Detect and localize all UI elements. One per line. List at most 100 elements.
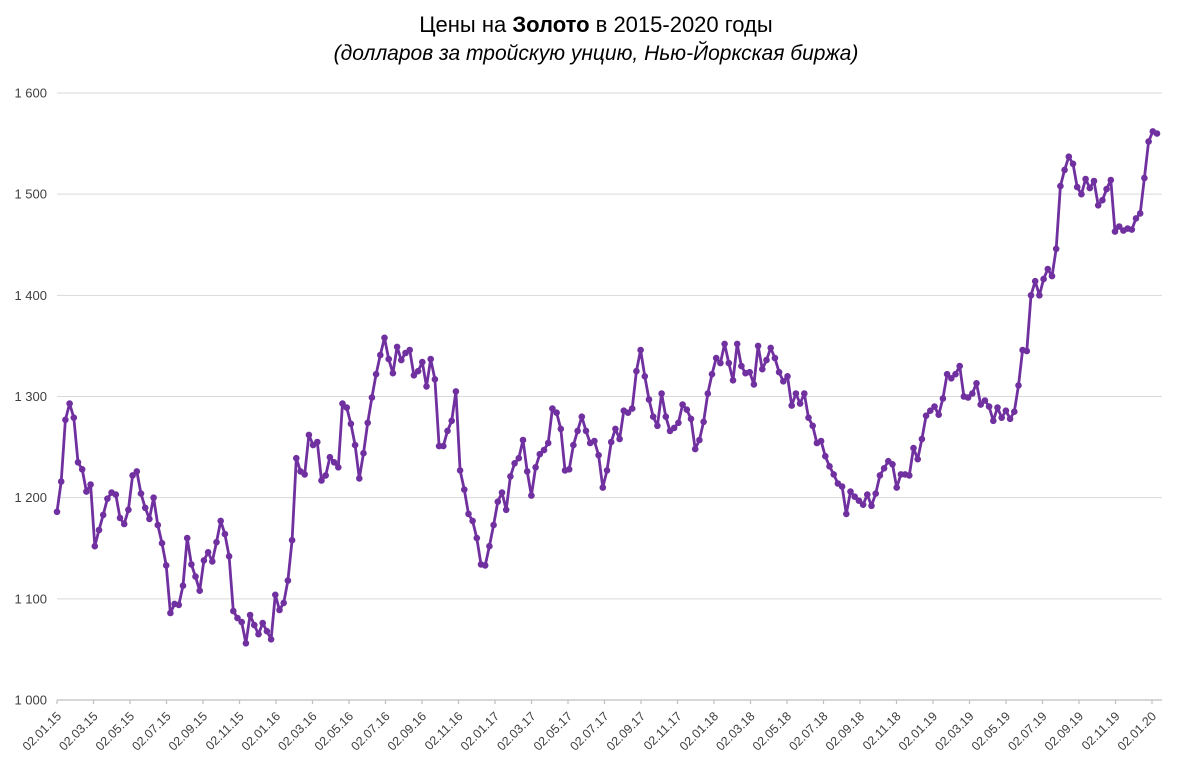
data-point-marker — [66, 400, 73, 407]
data-point-marker — [255, 630, 262, 638]
data-point-marker — [536, 450, 544, 458]
data-point-marker — [326, 453, 334, 461]
data-point-marker — [582, 427, 590, 435]
data-point-marker — [1023, 347, 1031, 355]
y-tick-label: 1 200 — [14, 490, 47, 505]
data-point-marker — [864, 491, 871, 498]
data-point-marker — [859, 501, 867, 509]
data-point-marker — [112, 491, 120, 498]
data-point-marker — [469, 517, 476, 525]
data-point-marker — [868, 502, 875, 510]
data-point-marker — [1132, 215, 1140, 222]
data-point-marker — [775, 368, 783, 376]
data-point-marker — [973, 380, 980, 387]
data-point-marker — [1027, 292, 1035, 299]
x-tick-label: 02.01.15 — [20, 709, 64, 753]
x-tick-label: 02.03.17 — [494, 709, 538, 753]
y-tick-label: 1 500 — [14, 187, 47, 202]
y-tick-label: 1 600 — [14, 86, 47, 101]
data-point-marker — [645, 396, 653, 403]
data-point-marker — [1153, 130, 1161, 137]
data-point-marker — [906, 472, 913, 479]
data-point-marker — [293, 454, 300, 462]
data-point-marker — [708, 370, 716, 378]
y-axis-labels: 1 000 1 100 1 200 1 300 1 400 1 500 1 600 — [14, 86, 47, 708]
data-point-marker — [116, 514, 124, 522]
data-point-marker — [553, 409, 560, 417]
data-point-marker — [1094, 202, 1102, 209]
data-point-marker — [230, 607, 237, 615]
data-point-marker — [158, 539, 166, 547]
data-point-marker — [788, 402, 795, 409]
data-point-marker — [351, 441, 359, 449]
x-tick-label: 02.09.19 — [1042, 709, 1086, 753]
data-point-marker — [956, 362, 963, 370]
data-point-marker — [322, 472, 330, 479]
data-point-marker — [876, 472, 884, 479]
data-point-marker — [784, 373, 791, 380]
data-point-marker — [704, 390, 712, 397]
data-point-marker — [120, 520, 128, 528]
data-point-marker — [204, 549, 212, 556]
data-point-marker — [847, 488, 854, 495]
data-point-marker — [494, 498, 502, 506]
data-point-marker — [137, 490, 145, 497]
data-point-marker — [670, 424, 678, 432]
data-point-marker — [931, 403, 938, 410]
data-point-marker — [372, 370, 380, 378]
x-tick-label: 02.05.15 — [93, 709, 137, 753]
data-point-marker — [964, 394, 972, 401]
data-point-marker — [87, 481, 94, 488]
data-point-marker — [948, 375, 955, 382]
y-tick-label: 1 000 — [14, 693, 47, 708]
data-point-marker — [125, 506, 132, 514]
x-tick-label: 02.07.19 — [1005, 709, 1049, 753]
data-point-marker — [486, 542, 493, 550]
data-point-marker — [691, 445, 699, 453]
data-point-marker — [633, 367, 640, 375]
x-axis — [56, 699, 1162, 704]
x-tick-label: 02.01.20 — [1115, 709, 1159, 753]
data-point-marker — [511, 460, 518, 467]
data-point-marker — [700, 418, 707, 426]
data-point-marker — [595, 451, 602, 459]
x-tick-label: 02.03.18 — [713, 709, 757, 753]
price-line-path — [55, 130, 1159, 645]
data-point-marker — [53, 508, 61, 516]
x-tick-label: 02.07.17 — [567, 709, 611, 753]
data-point-marker — [1086, 184, 1094, 192]
data-point-marker — [763, 356, 770, 364]
data-point-marker — [398, 356, 405, 364]
data-point-marker — [574, 427, 581, 435]
data-point-marker — [209, 558, 216, 565]
data-point-marker — [990, 417, 997, 425]
data-point-marker — [192, 573, 199, 580]
data-point-marker — [654, 422, 661, 430]
data-point-marker — [288, 536, 296, 544]
data-point-marker — [994, 404, 1001, 411]
data-point-marker — [519, 436, 527, 444]
data-point-marker — [343, 404, 351, 411]
x-axis-labels: 02.01.1502.03.1502.05.1502.07.1502.09.15… — [20, 709, 1159, 753]
data-point-marker — [843, 510, 850, 518]
data-point-marker — [188, 561, 195, 568]
chart-subtitle: (долларов за тройскую унцию, Нью-Йоркска… — [333, 42, 859, 65]
data-point-marker — [448, 417, 456, 425]
x-tick-label: 02.05.19 — [969, 709, 1013, 753]
data-point-marker — [750, 381, 758, 388]
data-point-marker — [591, 437, 598, 445]
data-point-marker — [830, 471, 837, 478]
data-point-marker — [444, 427, 451, 435]
data-point-marker — [969, 390, 976, 397]
data-point-marker — [809, 422, 816, 430]
data-point-marker — [851, 493, 858, 501]
data-point-marker — [364, 419, 372, 427]
data-point-marker — [83, 488, 90, 495]
data-point-marker — [162, 562, 170, 569]
data-point-marker — [759, 365, 766, 373]
data-point-marker — [456, 467, 464, 474]
data-point-marker — [179, 582, 187, 589]
data-point-marker — [1006, 415, 1014, 423]
data-point-marker — [1069, 160, 1077, 168]
